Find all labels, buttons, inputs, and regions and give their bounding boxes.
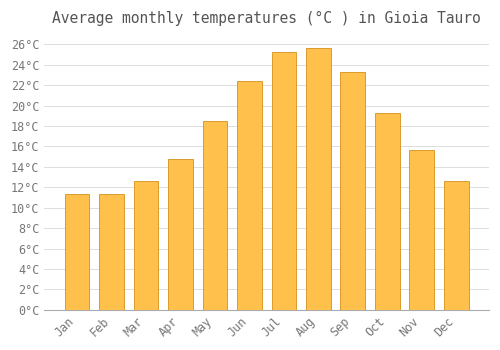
Bar [410,149,434,310]
Bar [340,72,365,310]
Title: Average monthly temperatures (°C ) in Gioia Tauro: Average monthly temperatures (°C ) in Gi… [52,11,481,26]
Bar [306,48,331,310]
Bar [375,113,400,310]
Bar [272,51,296,310]
Bar [202,121,228,310]
Bar [444,181,468,310]
Bar [168,159,193,310]
Bar [134,181,158,310]
Bar [99,195,124,310]
Bar [64,195,90,310]
Bar [237,81,262,310]
